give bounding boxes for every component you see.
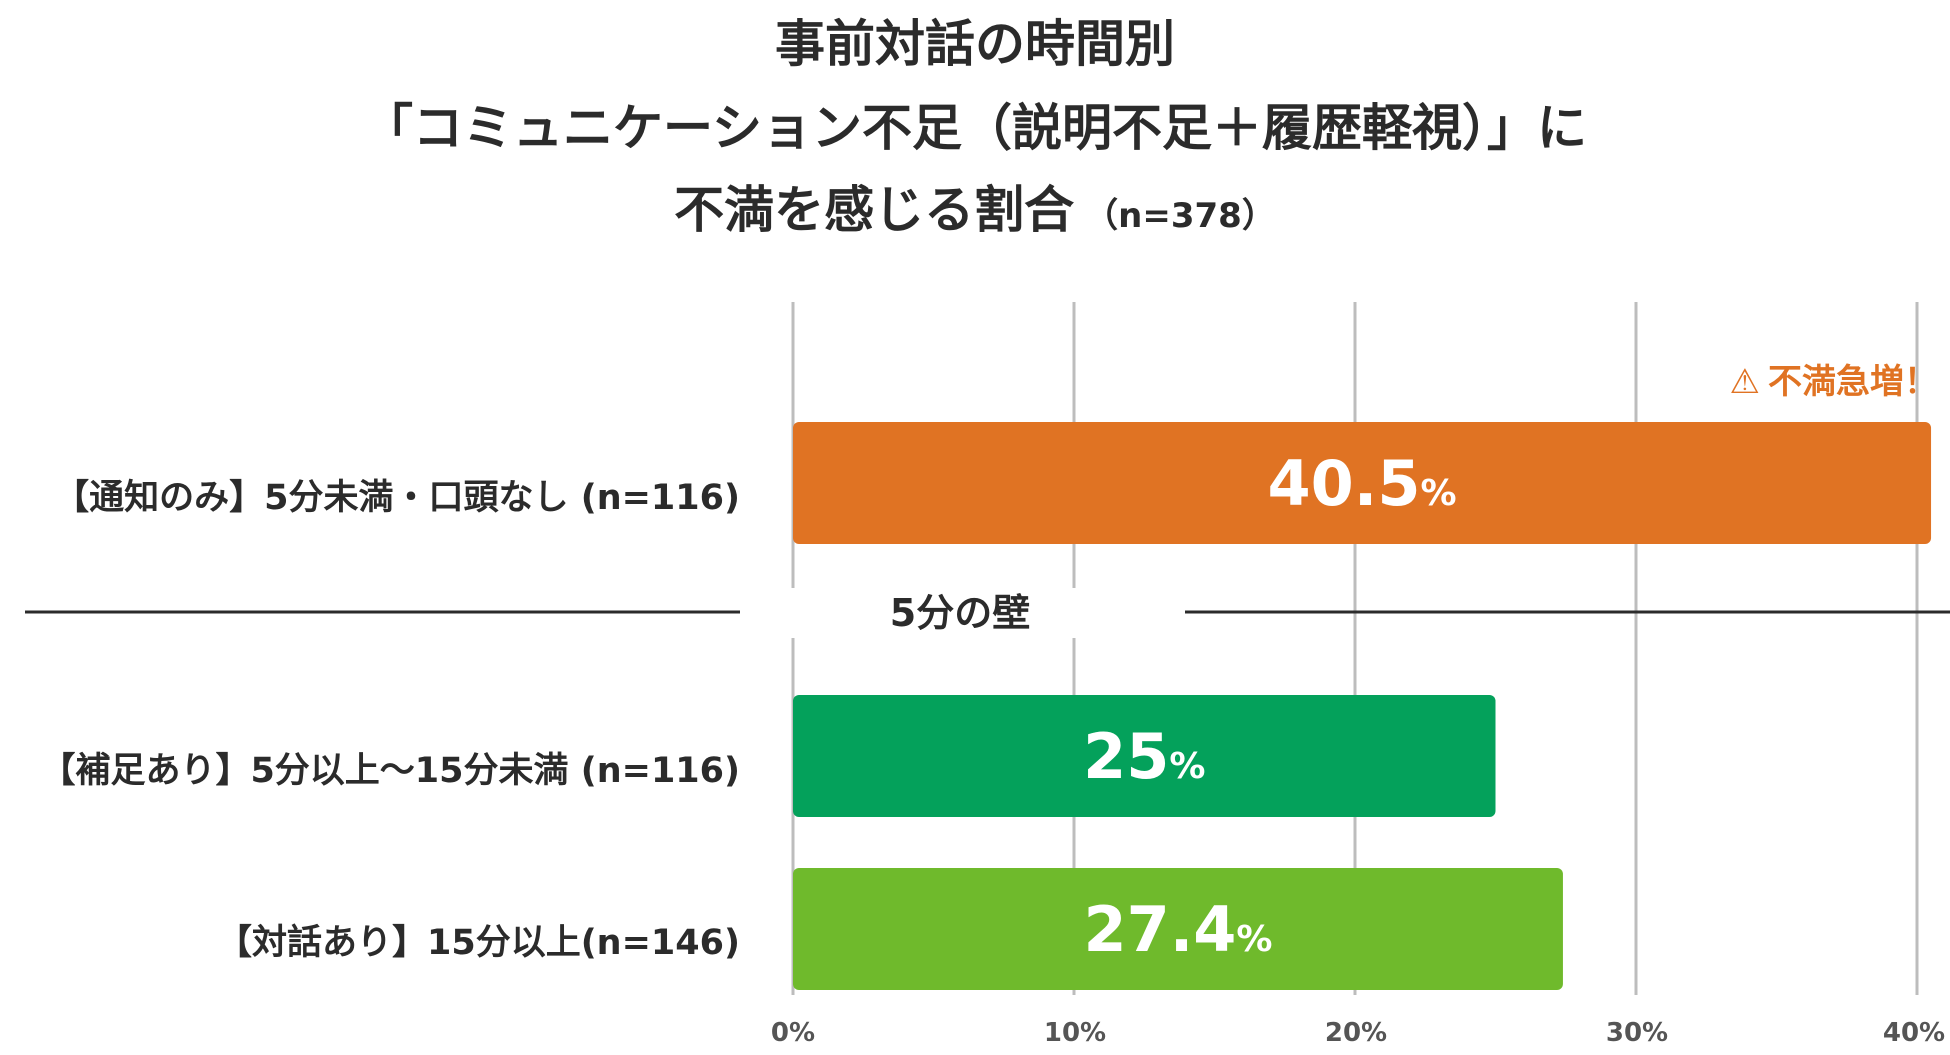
annotation-text: 不満急増！ — [1768, 362, 1938, 402]
category-label: 【対話あり】15分以上(n=146) — [216, 923, 740, 963]
chart-title-line-2: 「コミュニケーション不足（説明不足＋履歴軽視）」に — [363, 99, 1587, 157]
bar — [793, 422, 1932, 544]
divider-label: 5分の壁 — [740, 588, 1180, 638]
chart-title-text: 不満を感じる割合 — [674, 181, 1075, 239]
x-tick-label: 0% — [770, 1018, 816, 1048]
sample-size-label: （n=378） — [1084, 196, 1276, 236]
warning-icon: ⚠ — [1729, 362, 1760, 402]
category-label: 【補足あり】5分以上〜15分未満 (n=116) — [40, 751, 740, 791]
x-tick-label: 40% — [1882, 1018, 1946, 1048]
x-tick-label: 30% — [1605, 1018, 1669, 1048]
x-tick-label: 20% — [1324, 1018, 1388, 1048]
category-label: 【通知のみ】5分未満・口頭なし (n=116) — [54, 478, 740, 518]
value-unit: % — [1169, 746, 1205, 787]
value-unit: % — [1420, 473, 1456, 514]
bar — [793, 868, 1563, 990]
chart-title-line-1: 事前対話の時間別 — [775, 15, 1175, 73]
annotation: ⚠ 不満急増！ — [1730, 360, 1938, 404]
x-tick-label: 10% — [1043, 1018, 1107, 1048]
bar — [793, 695, 1496, 817]
value-unit: % — [1236, 919, 1272, 960]
chart-title-line-3: 不満を感じる割合 （n=378） — [0, 180, 1950, 246]
